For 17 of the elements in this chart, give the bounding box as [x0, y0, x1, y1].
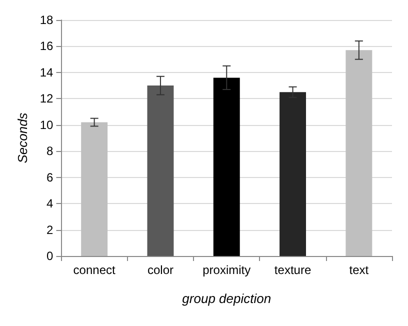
x-tick-label: connect: [73, 263, 116, 277]
x-tick-label: proximity: [202, 263, 251, 277]
y-axis-title: Seconds: [15, 112, 30, 164]
y-tick-label: 6: [46, 170, 54, 184]
y-tick-label: 14: [40, 65, 54, 80]
x-tick-label: text: [349, 263, 370, 277]
x-tick-label: color: [147, 263, 174, 277]
y-tick-label: 0: [46, 249, 54, 263]
y-tick-label: 2: [46, 222, 54, 237]
x-axis-title: group depiction: [182, 291, 272, 306]
y-tick-label: 18: [40, 13, 54, 27]
x-tick-label: texture: [274, 263, 312, 277]
y-tick-label: 16: [40, 39, 54, 54]
y-tick-label: 4: [46, 196, 54, 211]
y-tick-label: 12: [40, 92, 54, 106]
y-tick-label: 8: [46, 144, 54, 158]
y-tick-label: 10: [40, 118, 54, 132]
